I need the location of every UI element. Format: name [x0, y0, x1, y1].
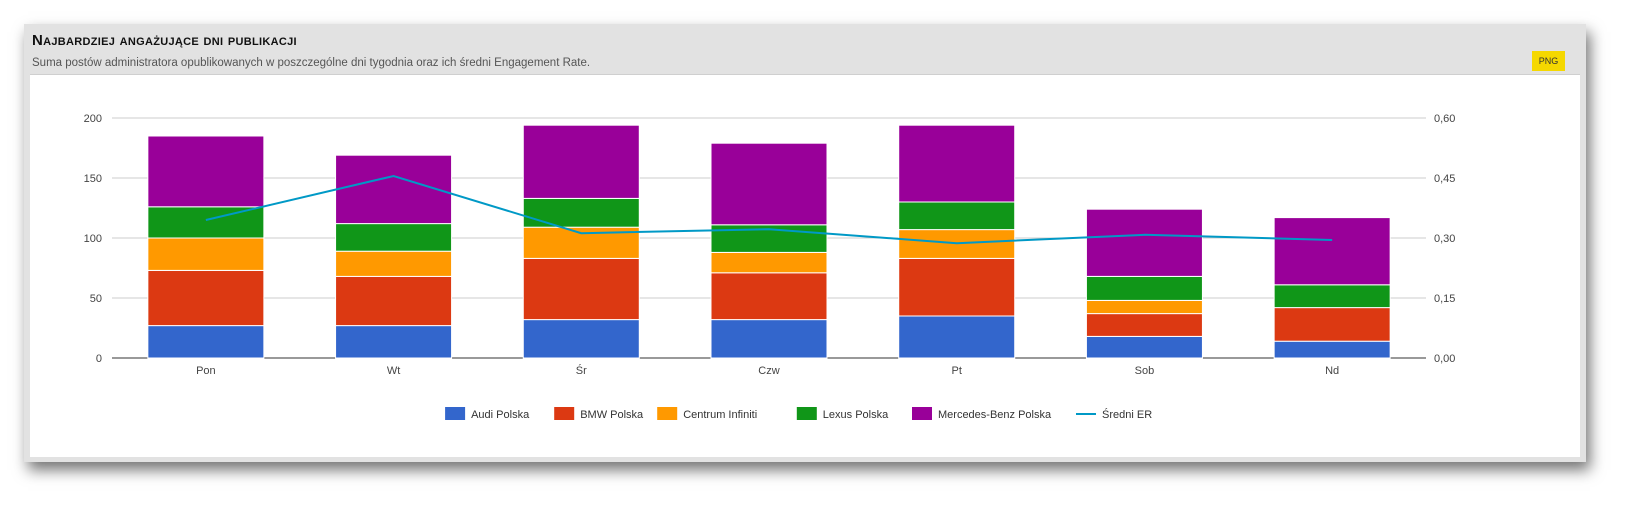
bar-segment — [1273, 307, 1391, 342]
bar-segment — [1085, 299, 1203, 315]
bar-segment — [898, 124, 1016, 203]
x-tick-label: Pon — [196, 365, 216, 377]
y-right-tick-label: 0,15 — [1434, 293, 1455, 305]
y-right-tick-label: 0,60 — [1434, 113, 1455, 125]
bar-segment — [898, 257, 1016, 317]
legend-label: Centrum Infiniti — [683, 409, 757, 421]
x-tick-label: Nd — [1325, 365, 1339, 377]
average-er-line — [205, 174, 1333, 245]
bar-segment — [522, 124, 640, 199]
bar-segment — [147, 237, 265, 271]
bar-segment — [710, 251, 828, 274]
plot-area: 0 50 100 150 200 0,00 0,15 0,30 0,45 0,60 Pon Wt Śr C… — [30, 74, 1580, 457]
x-tick-label: Sob — [1135, 365, 1155, 377]
bar-segment — [710, 319, 828, 359]
bar-segment — [898, 201, 1016, 231]
bar-segment — [147, 206, 265, 239]
bar-segment — [898, 315, 1016, 359]
png-export-button[interactable]: PNG — [1532, 51, 1565, 71]
x-tick-label: Czw — [758, 365, 779, 377]
bar-segment — [1273, 340, 1391, 359]
y-right-tick-label: 0,45 — [1434, 173, 1455, 185]
bar-segment — [522, 257, 640, 321]
bar-segment — [335, 250, 453, 277]
y-right-tick-label: 0,00 — [1434, 353, 1455, 365]
bar-segment — [1085, 335, 1203, 359]
bar-segment — [147, 325, 265, 359]
y-left-tick-label: 50 — [90, 293, 102, 305]
chart-card: Najbardziej angażujące dni publikacji Su… — [24, 24, 1586, 462]
bar-segment — [710, 142, 828, 226]
legend-swatch — [657, 407, 678, 420]
legend-label: Mercedes-Benz Polska — [938, 409, 1052, 421]
bar-segment — [1085, 313, 1203, 337]
bar-segment — [335, 223, 453, 252]
chart-subtitle: Suma postów administratora opublikowanyc… — [32, 57, 591, 69]
bar-segment — [710, 272, 828, 321]
legend-label: Audi Polska — [471, 409, 530, 421]
bar-segment — [522, 319, 640, 359]
legend-swatch — [554, 407, 575, 420]
bar-segment — [147, 135, 265, 208]
bar-segment — [1273, 217, 1391, 286]
y-left-tick-label: 0 — [96, 353, 102, 365]
bar-segment — [147, 269, 265, 327]
x-tick-label: Śr — [576, 364, 587, 377]
bar-segment — [335, 275, 453, 327]
legend-label: Lexus Polska — [823, 409, 889, 421]
bar-segment — [1273, 284, 1391, 309]
y-left-tick-label: 100 — [84, 233, 102, 245]
bar-segment — [335, 325, 453, 359]
legend-swatch — [912, 407, 932, 420]
legend-swatch — [445, 407, 466, 420]
y-left-tick-label: 150 — [84, 173, 102, 185]
bar-segment — [522, 197, 640, 228]
bar-segment — [1085, 208, 1203, 277]
y-left-tick-label: 200 — [84, 113, 102, 125]
legend-swatch — [796, 407, 817, 420]
legend-label: Średni ER — [1102, 408, 1152, 421]
engagement-chart: 0 50 100 150 200 0,00 0,15 0,30 0,45 0,60 Pon Wt Śr C… — [84, 113, 1456, 421]
bar-segment — [1085, 275, 1203, 301]
x-tick-label: Wt — [387, 365, 400, 377]
y-right-tick-label: 0,30 — [1434, 233, 1455, 245]
x-tick-label: Pt — [952, 365, 962, 377]
chart-title: Najbardziej angażujące dni publikacji — [32, 32, 297, 49]
legend-label: BMW Polska — [580, 409, 644, 421]
